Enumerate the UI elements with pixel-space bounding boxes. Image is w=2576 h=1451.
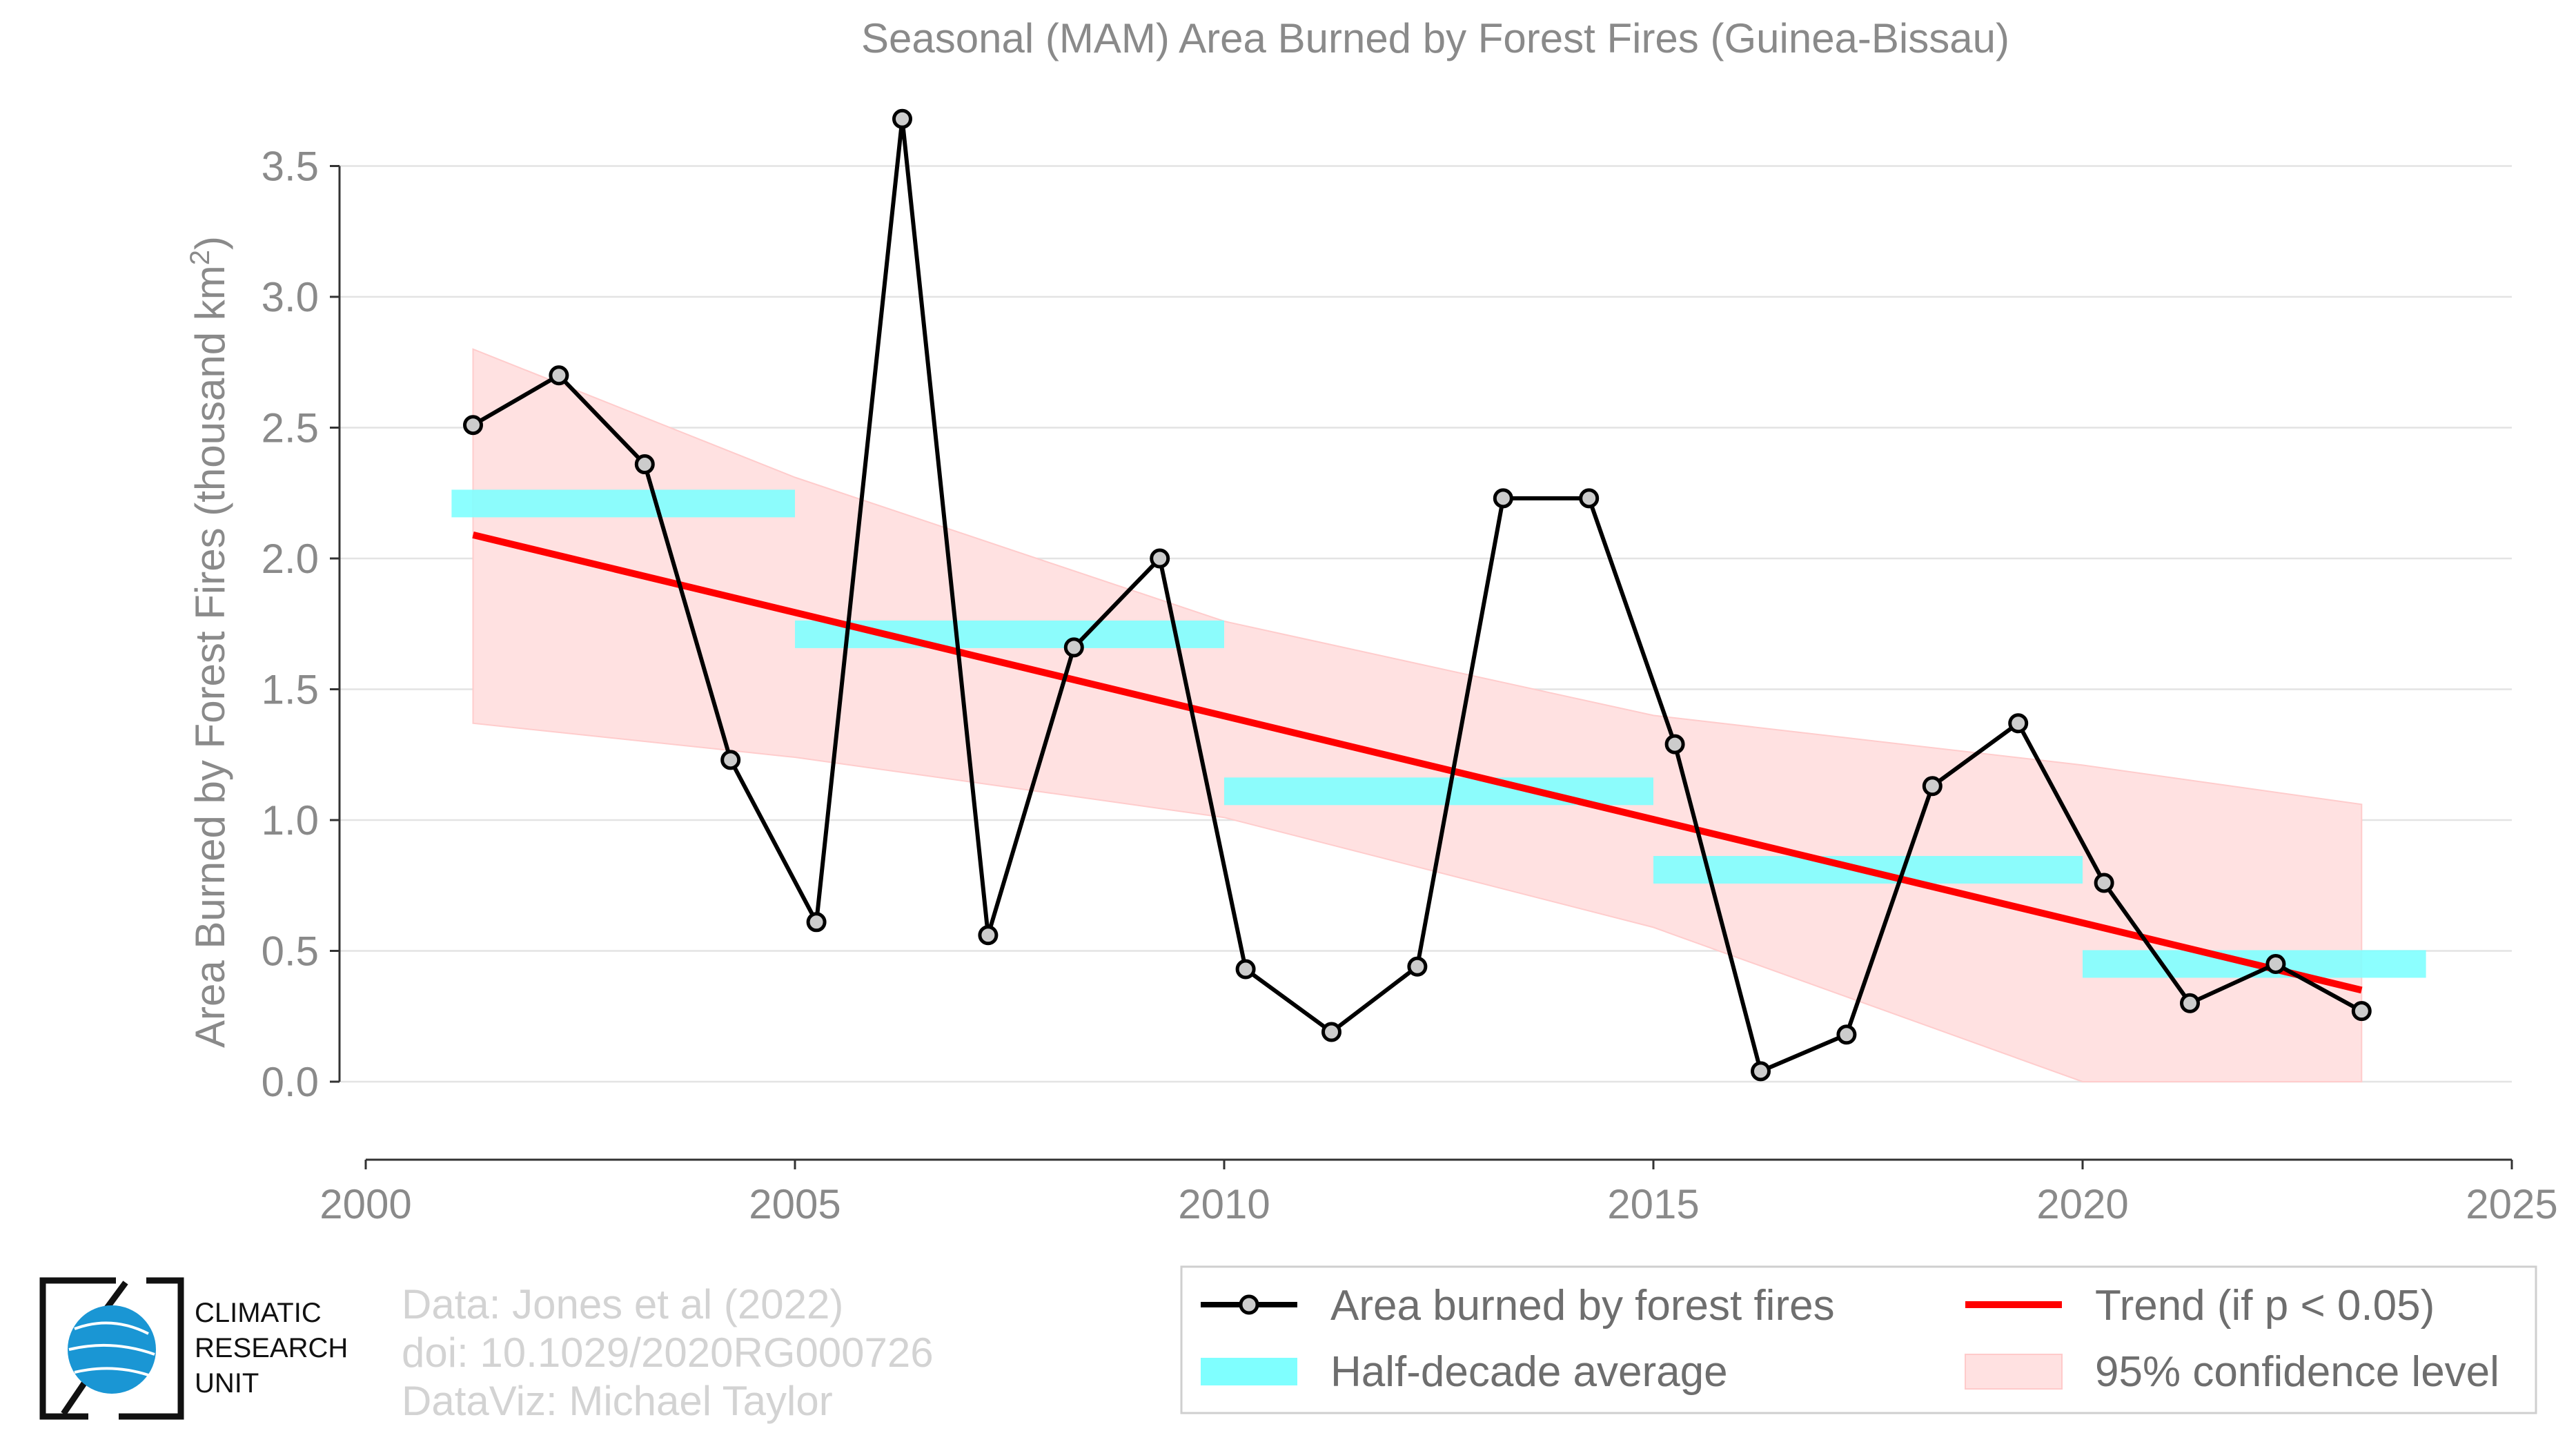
- data-point: [2265, 953, 2286, 974]
- x-tick-label: 2025: [2466, 1181, 2557, 1227]
- x-tick-label: 2005: [749, 1181, 840, 1227]
- trend-layer: [472, 532, 2363, 994]
- logo-bracket: [119, 1277, 184, 1420]
- y-tick-label: 2.0: [262, 536, 319, 582]
- data-point: [978, 925, 999, 946]
- series-layer: [463, 108, 2372, 1082]
- data-point: [549, 365, 569, 386]
- data-point: [1321, 1022, 1341, 1042]
- trend-line: [472, 532, 2363, 994]
- data-point: [2180, 993, 2200, 1013]
- data-point: [1579, 488, 1600, 509]
- logo-text-climatic: CLIMATIC: [195, 1298, 322, 1328]
- credit-dataviz: DataViz: Michael Taylor: [402, 1378, 833, 1424]
- data-point: [1493, 488, 1513, 509]
- legend-label-series: Area burned by forest fires: [1330, 1282, 1835, 1330]
- legend-label-average: Half-decade average: [1330, 1348, 1728, 1396]
- data-point: [463, 415, 483, 436]
- data-point: [1235, 959, 1256, 980]
- data-point: [1150, 548, 1170, 569]
- y-tick-label: 1.5: [262, 667, 319, 713]
- x-tick-label: 2020: [2036, 1181, 2128, 1227]
- y-tick-label: 3.5: [262, 144, 319, 190]
- x-tick-label: 2000: [319, 1181, 411, 1227]
- data-point: [1063, 637, 1084, 658]
- credit-data: Data: Jones et al (2022): [402, 1281, 843, 1327]
- legend-label-confidence: 95% confidence level: [2095, 1348, 2499, 1396]
- y-tick-label: 2.5: [262, 405, 319, 451]
- credit-doi: doi: 10.1029/2020RG000726: [402, 1330, 934, 1376]
- data-point: [1664, 734, 1685, 754]
- globe-icon: [68, 1321, 155, 1376]
- half-decade-average-layer: [451, 489, 2426, 978]
- half-decade-average-bar: [795, 620, 1224, 648]
- data-point: [806, 912, 827, 933]
- logo-bracket: [39, 1277, 116, 1420]
- data-point: [2008, 713, 2029, 734]
- legend-swatch-average: [1201, 1358, 1297, 1385]
- y-tick-label: 3.0: [262, 274, 319, 320]
- y-tick-label: 0.0: [262, 1059, 319, 1105]
- data-point: [634, 454, 655, 475]
- y-tick-label: 1.0: [262, 797, 319, 844]
- x-tick-label: 2010: [1178, 1181, 1270, 1227]
- data-point: [1751, 1061, 1771, 1082]
- y-axis-label: Area Burned by Forest Fires (thousand km…: [185, 236, 233, 1048]
- data-point: [1407, 956, 1428, 977]
- cru-logo: CLIMATIC RESEARCH UNIT: [39, 1277, 348, 1420]
- y-tick-label: 0.5: [262, 928, 319, 975]
- x-tick-label: 2015: [1607, 1181, 1699, 1227]
- data-point: [892, 108, 912, 129]
- data-point: [1836, 1024, 1857, 1045]
- axes: 0.0 0.5 1.0 1.5 2.0 2.5 3.0 3.5 2000 2005 2010 2015…: [262, 144, 2558, 1228]
- legend-box: [1180, 1265, 2537, 1414]
- legend-label-trend: Trend (if p < 0.05): [2095, 1282, 2435, 1330]
- legend: Area burned by forest fires Half-decade …: [1180, 1265, 2537, 1414]
- data-point: [1922, 776, 1943, 797]
- logo-text-unit: UNIT: [195, 1368, 259, 1399]
- data-point: [720, 750, 741, 770]
- legend-swatch-confidence: [1965, 1354, 2063, 1390]
- data-point: [2094, 873, 2114, 893]
- y-axis-label-superscript: 2: [185, 250, 215, 265]
- logo-text-research: RESEARCH: [195, 1333, 348, 1363]
- legend-swatch-marker: [1239, 1294, 1259, 1315]
- data-point: [2351, 1001, 2372, 1022]
- chart-title: Seasonal (MAM) Area Burned by Forest Fir…: [861, 15, 2009, 61]
- half-decade-average-bar: [451, 489, 795, 518]
